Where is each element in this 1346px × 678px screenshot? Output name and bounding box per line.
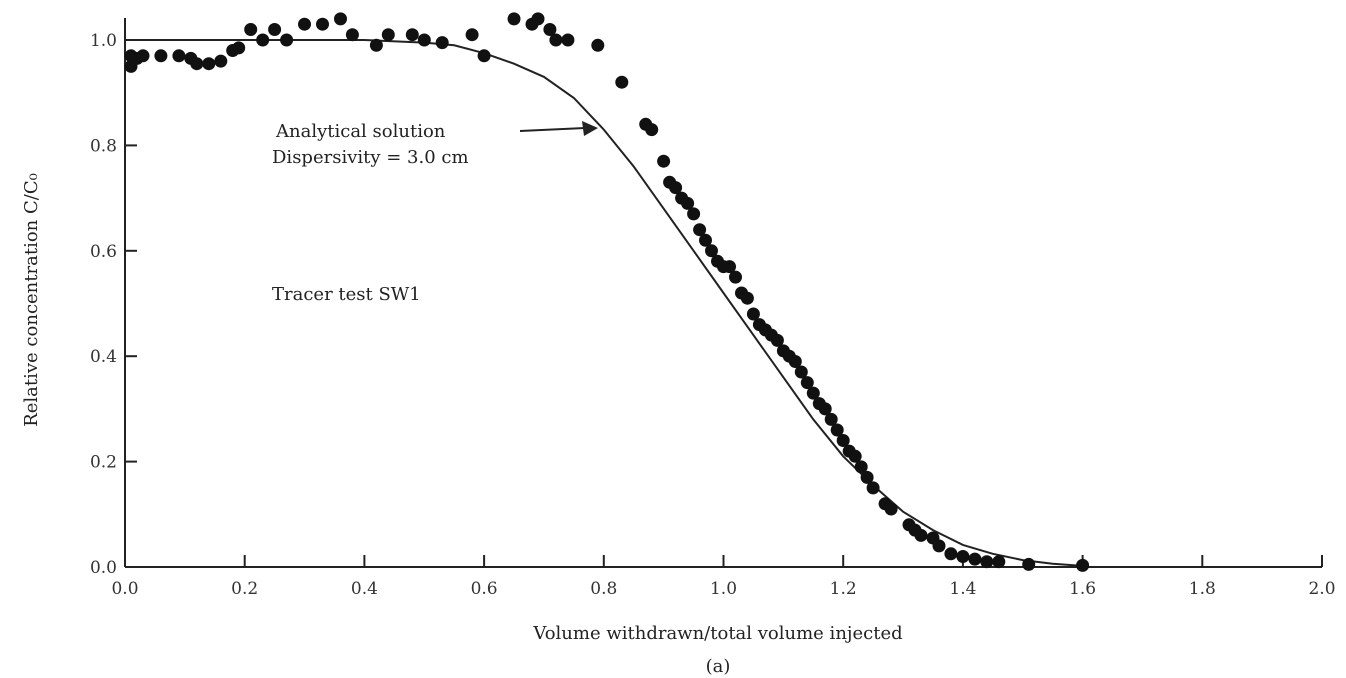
data-point [381, 28, 395, 42]
data-point [280, 33, 294, 47]
data-point [1076, 558, 1090, 572]
data-point [615, 75, 629, 89]
data-point [345, 28, 359, 42]
data-point [214, 54, 228, 68]
data-point [860, 470, 874, 484]
y-tick-label: 0.6 [90, 242, 117, 262]
data-point [824, 412, 838, 426]
data-point [154, 49, 168, 63]
x-tick-label: 1.8 [1189, 579, 1216, 599]
x-tick-label: 1.6 [1069, 579, 1096, 599]
data-point [932, 539, 946, 553]
data-point [435, 36, 449, 50]
data-point [268, 23, 282, 36]
data-point [914, 528, 928, 542]
points-layer [124, 12, 1090, 572]
data-point [968, 552, 982, 566]
data-point [477, 49, 491, 63]
data-point [800, 376, 814, 390]
curve-layer [125, 39, 1083, 567]
y-tick-label: 1.0 [90, 31, 117, 51]
data-point [1022, 557, 1036, 571]
data-point [681, 196, 695, 210]
x-tick-label: 1.4 [949, 579, 976, 599]
data-point [657, 154, 671, 168]
data-point [693, 223, 707, 237]
y-tick-label: 0.2 [90, 453, 117, 473]
data-point [980, 555, 994, 569]
data-point [561, 33, 575, 47]
x-axis-title: Volume withdrawn/total volume injected [532, 623, 902, 644]
x-tick-label: 0.4 [351, 579, 378, 599]
data-point [507, 12, 521, 26]
data-point [232, 41, 246, 55]
data-point [992, 555, 1006, 569]
data-point [465, 28, 479, 42]
data-point [830, 423, 844, 437]
data-point [866, 481, 880, 495]
data-point [806, 386, 820, 400]
analytical-solution-curve [125, 39, 1083, 567]
x-tick-label: 0.8 [590, 579, 617, 599]
data-point [256, 33, 270, 47]
data-point [316, 17, 329, 31]
curve-label-arrowhead [582, 121, 598, 136]
data-point [854, 460, 868, 474]
data-point [417, 33, 431, 47]
data-point [956, 550, 970, 563]
y-tick-label: 0.0 [90, 558, 117, 578]
y-axis-title: Relative concentration C/C₀ [21, 173, 42, 427]
curve-label-line2: Dispersivity = 3.0 cm [272, 147, 469, 168]
data-point [369, 38, 383, 52]
x-tick-label: 2.0 [1308, 579, 1335, 599]
x-tick-label: 0.2 [231, 579, 258, 599]
data-point [531, 12, 545, 26]
data-point [298, 17, 311, 31]
data-point [669, 181, 683, 195]
data-point [591, 38, 605, 52]
data-point [729, 270, 742, 284]
data-point [136, 49, 150, 63]
x-tick-label: 0.0 [111, 579, 138, 599]
y-tick-label: 0.4 [90, 347, 117, 367]
data-point [202, 57, 216, 71]
data-point [405, 28, 419, 42]
data-point [740, 291, 754, 305]
data-point [549, 33, 563, 47]
data-point [699, 233, 712, 247]
curve-label-arrow [519, 127, 586, 132]
figure-caption: (a) [706, 656, 731, 677]
axes: 0.0 0.2 0.4 0.6 0.8 1.0 1.2 1.4 1.6 1.8 2.0 0.0 0.2 0… [90, 18, 1336, 599]
data-point [944, 547, 958, 561]
curve-label-line1: Analytical solution [275, 121, 446, 142]
data-point [172, 49, 186, 63]
data-point [770, 333, 784, 347]
data-point [645, 123, 659, 137]
data-point [334, 12, 347, 26]
data-point [244, 23, 258, 36]
data-point [543, 23, 557, 36]
data-point [794, 365, 808, 379]
data-point [723, 260, 736, 274]
test-label: Tracer test SW1 [272, 284, 421, 305]
data-point [746, 307, 760, 321]
data-point [788, 355, 802, 368]
y-tick-label: 0.8 [90, 136, 117, 156]
data-point [705, 244, 718, 258]
x-tick-label: 0.6 [471, 579, 498, 599]
data-point [848, 449, 862, 463]
data-point [190, 57, 204, 71]
data-point [687, 207, 701, 221]
data-point [884, 502, 898, 516]
data-point [836, 434, 850, 447]
data-point [818, 402, 832, 416]
x-tick-label: 1.0 [710, 579, 737, 599]
x-tick-label: 1.2 [830, 579, 857, 599]
